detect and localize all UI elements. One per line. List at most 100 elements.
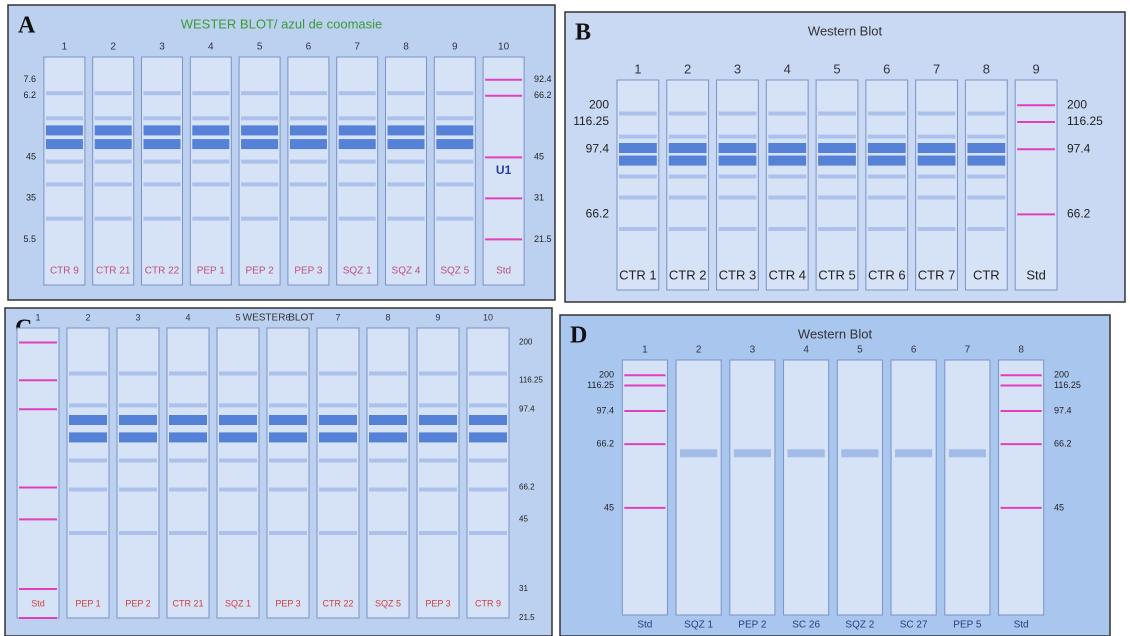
protein-band bbox=[319, 371, 357, 376]
protein-band bbox=[618, 174, 657, 179]
protein-band bbox=[219, 487, 257, 492]
protein-band bbox=[718, 174, 757, 179]
gel-lane bbox=[964, 79, 1008, 291]
lane-number: 9 bbox=[435, 312, 440, 322]
protein-band bbox=[143, 216, 181, 221]
protein-band bbox=[967, 195, 1006, 200]
protein-band bbox=[436, 139, 474, 150]
lane-number: 2 bbox=[110, 42, 116, 53]
protein-band bbox=[768, 143, 807, 153]
protein-band bbox=[69, 487, 107, 492]
protein-band bbox=[338, 116, 376, 121]
standard-note: U1 bbox=[496, 163, 512, 177]
lane-number: 3 bbox=[135, 312, 140, 322]
protein-band bbox=[967, 134, 1006, 139]
protein-band bbox=[668, 111, 707, 116]
protein-band bbox=[668, 195, 707, 200]
lane-number: 5 bbox=[857, 345, 863, 356]
panel-title: Western Blot bbox=[808, 23, 883, 38]
protein-band bbox=[436, 116, 474, 121]
protein-band bbox=[319, 403, 357, 408]
protein-band bbox=[319, 415, 357, 425]
protein-band bbox=[818, 174, 856, 179]
protein-band bbox=[668, 227, 707, 231]
gel-lane bbox=[944, 359, 991, 616]
gel-lane bbox=[815, 79, 859, 291]
protein-band bbox=[192, 125, 230, 136]
protein-band bbox=[143, 91, 181, 96]
gel-lane bbox=[675, 359, 722, 616]
marker-label-left: 45 bbox=[26, 152, 36, 162]
protein-band bbox=[241, 91, 279, 96]
protein-band bbox=[680, 449, 718, 458]
protein-band bbox=[419, 403, 457, 408]
protein-band bbox=[618, 143, 657, 153]
protein-band bbox=[369, 432, 407, 443]
protein-band bbox=[768, 174, 807, 179]
protein-band bbox=[269, 458, 307, 463]
protein-band bbox=[369, 371, 407, 376]
lane-number: 7 bbox=[354, 42, 360, 53]
protein-band bbox=[818, 227, 856, 231]
gel-lane bbox=[915, 79, 958, 291]
protein-band bbox=[867, 143, 906, 153]
lane-label: CTR 5 bbox=[818, 267, 856, 282]
protein-band bbox=[94, 91, 132, 96]
protein-band bbox=[94, 116, 132, 121]
gel-lane bbox=[666, 79, 710, 291]
lane-label: PEP 3 bbox=[294, 266, 323, 277]
gel-lane bbox=[865, 79, 909, 291]
lane-label: CTR 9 bbox=[475, 598, 501, 608]
gel-lane bbox=[729, 359, 776, 616]
protein-band bbox=[917, 174, 956, 179]
marker-label-left: 200 bbox=[589, 97, 609, 111]
lane-number: 2 bbox=[684, 61, 691, 76]
protein-band bbox=[718, 111, 757, 116]
protein-band bbox=[668, 134, 707, 139]
protein-band bbox=[818, 134, 856, 139]
lane-label: CTR 22 bbox=[145, 266, 180, 277]
protein-band bbox=[436, 182, 474, 187]
protein-band bbox=[192, 216, 230, 221]
marker-label-right: 21.5 bbox=[519, 613, 535, 622]
protein-band bbox=[338, 182, 376, 187]
marker-label-right: 92.4 bbox=[534, 74, 552, 84]
gel-lane bbox=[141, 56, 183, 286]
lane-label: SQZ 1 bbox=[225, 598, 251, 608]
protein-band bbox=[867, 195, 906, 200]
protein-band bbox=[219, 415, 257, 425]
marker-label-right: 116.25 bbox=[519, 375, 543, 384]
protein-band bbox=[733, 449, 771, 458]
protein-band bbox=[119, 531, 157, 535]
protein-band bbox=[269, 531, 307, 535]
protein-band bbox=[436, 91, 474, 96]
protein-band bbox=[119, 432, 157, 443]
protein-band bbox=[45, 125, 83, 136]
panel-title: WESTER BLOT/ azul de coomasie bbox=[181, 16, 383, 31]
protein-band bbox=[119, 487, 157, 492]
protein-band bbox=[917, 195, 956, 200]
protein-band bbox=[369, 403, 407, 408]
lane-label: PEP 2 bbox=[125, 598, 150, 608]
protein-band bbox=[436, 216, 474, 221]
gel-lane bbox=[998, 359, 1045, 616]
protein-band bbox=[169, 458, 207, 463]
protein-band bbox=[419, 415, 457, 425]
protein-band bbox=[319, 458, 357, 463]
protein-band bbox=[917, 227, 956, 231]
lane-label: Std bbox=[1014, 620, 1029, 631]
protein-band bbox=[718, 227, 757, 231]
gel-lane bbox=[836, 359, 883, 616]
lane-label: PEP 1 bbox=[197, 266, 226, 277]
gel-lane bbox=[621, 359, 668, 616]
protein-band bbox=[338, 91, 376, 96]
gel-lane bbox=[216, 327, 260, 619]
protein-band bbox=[192, 139, 230, 150]
protein-band bbox=[169, 531, 207, 535]
protein-band bbox=[369, 415, 407, 425]
protein-band bbox=[45, 159, 83, 164]
protein-band bbox=[119, 415, 157, 425]
marker-label-left: 7.6 bbox=[23, 74, 36, 84]
protein-band bbox=[319, 487, 357, 492]
lane-number: 3 bbox=[159, 42, 165, 53]
